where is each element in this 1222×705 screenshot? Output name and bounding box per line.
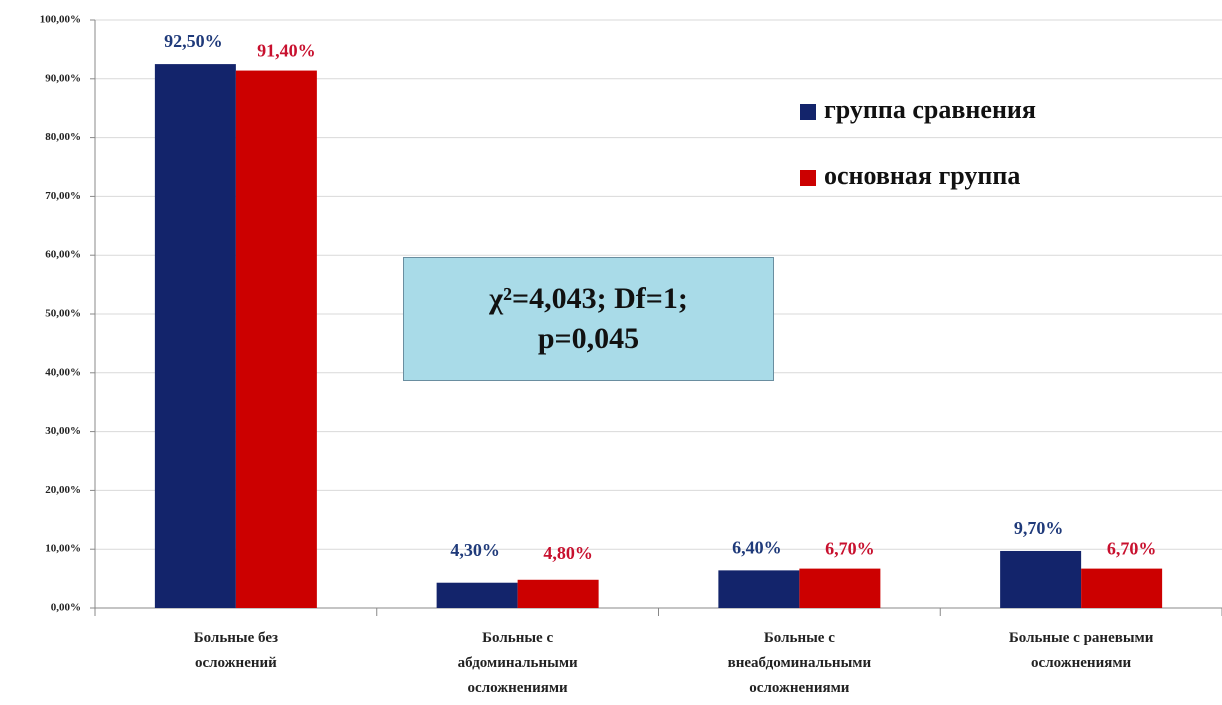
y-tick-label: 100,00% [40,14,81,26]
bar [718,570,800,608]
x-tick-label: Больные без осложнений [193,630,279,671]
legend-swatch [800,170,816,186]
bar [517,579,599,608]
y-tick-label: 50,00% [45,308,81,320]
data-label: 91,40% [257,41,316,61]
y-tick-label: 10,00% [45,543,81,555]
data-label: 92,50% [164,31,223,51]
legend-label: основная группа [824,161,1020,190]
legend-label: группа сравнения [824,95,1036,124]
bar [235,70,317,609]
y-tick-label: 70,00% [45,190,81,202]
bar [1000,550,1082,608]
y-tick-label: 60,00% [45,249,81,261]
data-label: 6,70% [1107,539,1157,559]
y-tick-label: 30,00% [45,425,81,437]
bar [1081,568,1163,608]
x-tick-label: Больные с раневыми осложнениями [1008,630,1154,671]
y-tick-label: 40,00% [45,366,81,378]
data-label: 9,70% [1014,518,1064,538]
data-label: 4,80% [543,543,593,563]
x-tick-label: Больные с абдоминальными осложнениями [457,630,578,696]
data-label: 6,40% [732,537,782,557]
legend-swatch [800,104,816,120]
bar [154,64,236,609]
y-tick-label: 80,00% [45,131,81,143]
y-tick-label: 90,00% [45,72,81,84]
annotation: χ²=4,043; Df=1; p=0,045 [403,257,774,381]
x-tick-label: Больные с внеабдоминальными осложнениями [727,630,872,696]
y-tick-label: 20,00% [45,484,81,496]
data-label: 4,30% [450,540,500,560]
bar [799,568,881,608]
y-tick-label: 0,00% [51,602,81,614]
data-label: 6,70% [825,539,875,559]
bar [436,582,518,608]
